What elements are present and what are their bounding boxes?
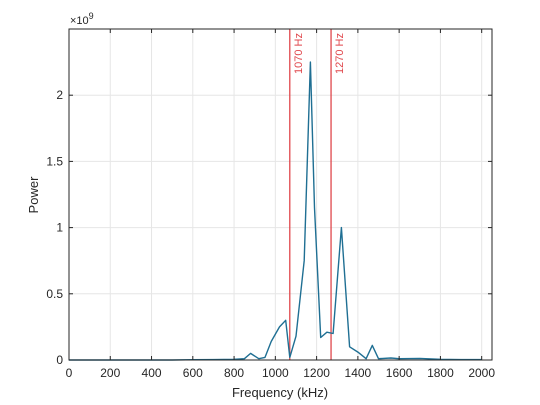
marker-label: 1070 Hz xyxy=(293,33,305,74)
x-tick-label: 0 xyxy=(66,366,73,380)
x-tick-label: 1200 xyxy=(303,366,330,380)
x-axis-label: Frequency (kHz) xyxy=(232,385,328,400)
y-tick-label: 0.5 xyxy=(46,287,63,301)
marker-lines: 1070 Hz 1270 Hz xyxy=(289,29,346,360)
plot-area xyxy=(69,29,492,360)
y-tick-label: 0 xyxy=(56,353,63,367)
axes xyxy=(68,28,493,361)
x-tick-label: 1800 xyxy=(427,366,454,380)
x-tick-label: 1000 xyxy=(262,366,289,380)
x-tick-label: 200 xyxy=(100,366,120,380)
x-tick-label: 1400 xyxy=(345,366,372,380)
y-exponent-power: 9 xyxy=(89,11,94,21)
y-tick-label: 1 xyxy=(56,221,63,235)
tick-labels: 0 200 400 600 800 1000 1200 1400 1600 1800 2000 0 0.… xyxy=(46,88,495,380)
x-tick-label: 400 xyxy=(142,366,162,380)
x-tick-label: 1600 xyxy=(386,366,413,380)
x-tick-label: 2000 xyxy=(468,366,495,380)
x-tick-label: 800 xyxy=(224,366,244,380)
y-tick-label: 1.5 xyxy=(46,154,63,168)
y-exponent-label: ×109 xyxy=(70,11,94,27)
grid xyxy=(68,29,492,361)
marker-label: 1270 Hz xyxy=(334,33,346,74)
y-tick-label: 2 xyxy=(56,88,63,102)
x-tick-label: 600 xyxy=(183,366,203,380)
y-exponent-base: ×10 xyxy=(70,15,89,27)
plot-frame xyxy=(68,28,493,361)
y-axis-label: Power xyxy=(26,176,41,214)
